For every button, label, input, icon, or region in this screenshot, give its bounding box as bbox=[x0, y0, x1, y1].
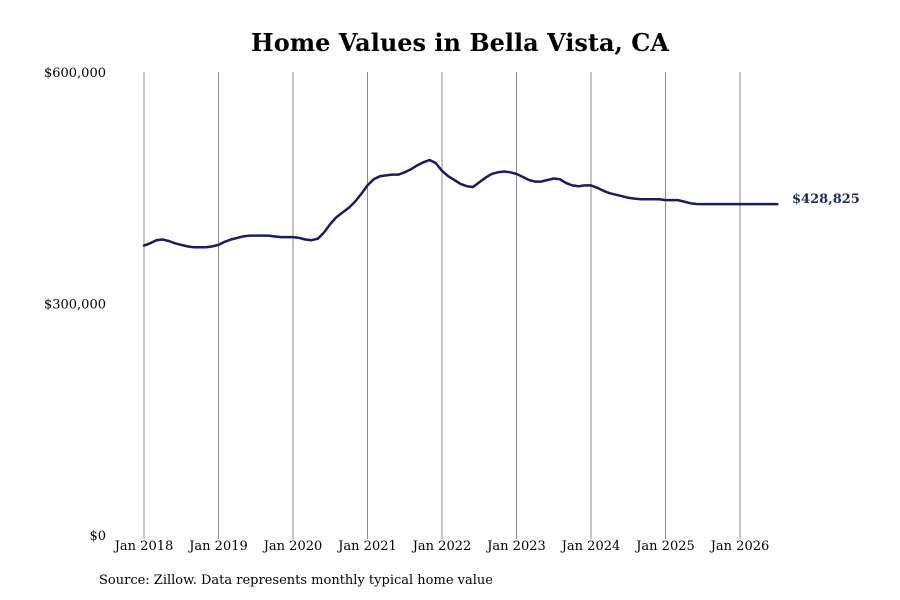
source-note: Source: Zillow. Data represents monthly … bbox=[99, 573, 493, 588]
y-tick-label: $0 bbox=[89, 529, 106, 544]
end-value-label: $428,825 bbox=[792, 192, 860, 207]
x-tick-label: Jan 2024 bbox=[560, 539, 621, 554]
y-tick-label: $600,000 bbox=[44, 66, 106, 81]
x-tick-label: Jan 2018 bbox=[113, 539, 174, 554]
x-tick-label: Jan 2019 bbox=[187, 539, 248, 554]
series-line bbox=[142, 158, 779, 249]
x-tick-label: Jan 2022 bbox=[411, 539, 472, 554]
x-tick-label: Jan 2020 bbox=[262, 539, 323, 554]
x-tick-label: Jan 2025 bbox=[634, 539, 695, 554]
x-tick-label: Jan 2023 bbox=[485, 539, 546, 554]
x-tick-label: Jan 2021 bbox=[336, 539, 397, 554]
x-tick-label: Jan 2026 bbox=[709, 539, 770, 554]
y-tick-label: $300,000 bbox=[44, 298, 106, 313]
chart-title: Home Values in Bella Vista, CA bbox=[251, 28, 669, 57]
